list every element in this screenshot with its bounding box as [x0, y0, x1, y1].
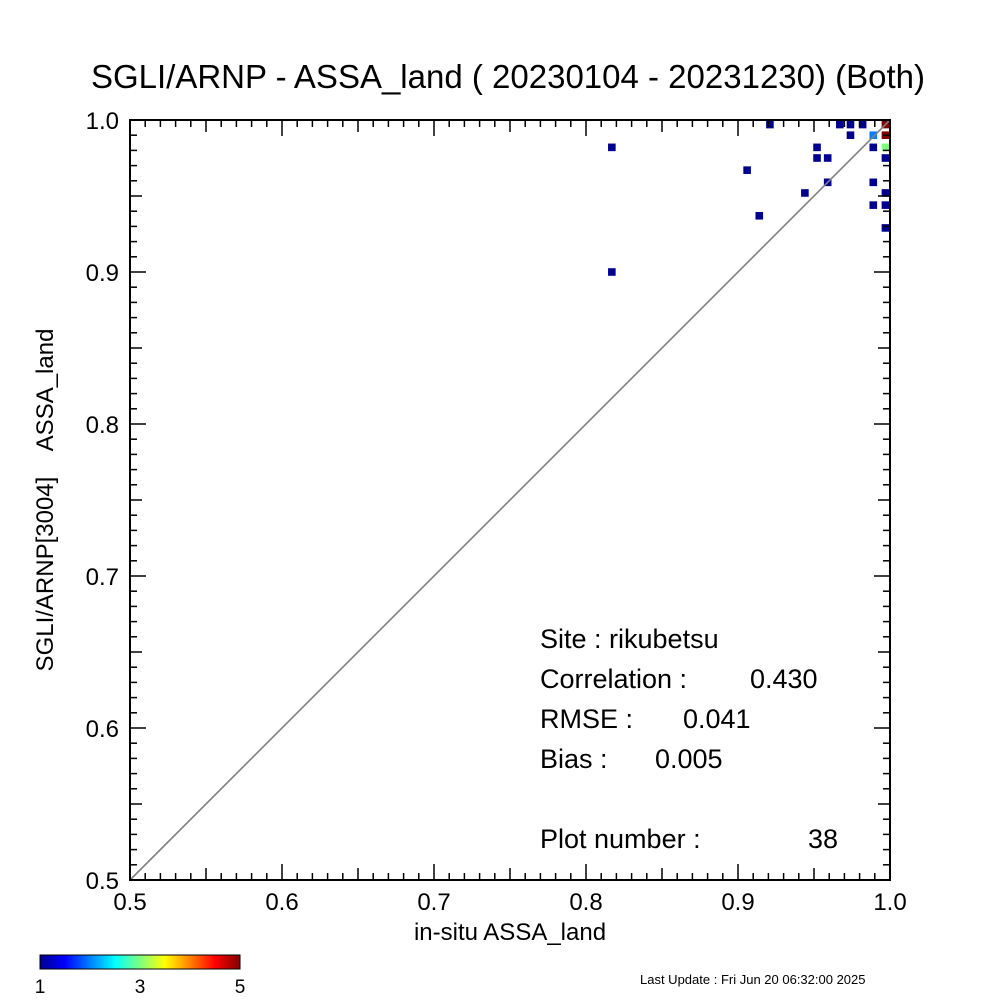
density-cell: [881, 154, 890, 162]
density-cell: [881, 143, 890, 152]
density-cells: [608, 120, 890, 276]
axis-ticks: [129, 119, 891, 881]
density-cell: [836, 120, 844, 129]
density-cell: [813, 143, 821, 152]
x-tick-label: 0.8: [569, 889, 602, 916]
stat-rmse-value: 0.041: [683, 704, 751, 734]
density-cell: [846, 131, 855, 139]
density-cell: [869, 131, 878, 139]
y-axis-label: SGLI/ARNP[3004] ASSA_land: [32, 329, 59, 672]
density-cell: [743, 166, 751, 174]
y-tick-label: 0.8: [86, 412, 119, 439]
y-tick-label: 0.5: [86, 868, 119, 895]
y-tick-label: 0.7: [86, 564, 119, 591]
x-tick-label: 0.6: [265, 889, 298, 916]
colorbar-labels: 1 3 5: [35, 977, 246, 998]
density-cell: [858, 120, 867, 129]
x-tick-label: 1.0: [873, 889, 906, 916]
colorbar-label: 3: [135, 977, 146, 998]
colorbar-label: 1: [35, 977, 46, 998]
density-cell: [755, 211, 764, 220]
density-cell: [813, 154, 821, 162]
density-cell: [801, 189, 809, 197]
one-to-one-line: [129, 119, 891, 881]
last-update-text: Last Update : Fri Jun 20 06:32:00 2025: [640, 972, 866, 987]
density-cell: [608, 268, 616, 276]
stat-bias-label: Bias :: [540, 744, 608, 774]
density-cell: [823, 154, 832, 162]
density-cell: [766, 120, 774, 129]
y-tick-labels: 0.5 0.6 0.7 0.8 0.9 1.0: [86, 108, 119, 895]
x-tick-label: 0.9: [721, 889, 754, 916]
stat-bias-value: 0.005: [655, 744, 723, 774]
stat-plot-number-value: 38: [808, 824, 838, 854]
y-tick-label: 0.9: [86, 260, 119, 287]
density-cell: [608, 143, 616, 152]
stat-correlation-label: Correlation :: [540, 664, 687, 694]
stats-block: Site : rikubetsu Correlation : 0.430 RMS…: [540, 624, 838, 854]
colorbar: [39, 954, 241, 970]
x-tick-labels: 0.5 0.6 0.7 0.8 0.9 1.0: [113, 889, 906, 916]
stat-site: Site : rikubetsu: [540, 624, 719, 654]
y-tick-label: 1.0: [86, 108, 119, 135]
density-cell: [881, 189, 890, 197]
stat-correlation-value: 0.430: [750, 664, 818, 694]
colorbar-label: 5: [235, 977, 246, 998]
density-cell: [846, 120, 855, 129]
density-cell: [881, 201, 890, 209]
x-axis-label: in-situ ASSA_land: [414, 919, 606, 946]
density-cell: [869, 143, 878, 152]
stat-plot-number-label: Plot number :: [540, 824, 701, 854]
stat-rmse-label: RMSE :: [540, 704, 633, 734]
density-cell: [869, 178, 878, 187]
x-tick-label: 0.7: [417, 889, 450, 916]
density-cell: [869, 201, 878, 209]
y-tick-label: 0.6: [86, 716, 119, 743]
x-tick-label: 0.5: [113, 889, 146, 916]
chart-title: SGLI/ARNP - ASSA_land ( 20230104 - 20231…: [91, 58, 925, 95]
density-cell: [881, 224, 890, 232]
